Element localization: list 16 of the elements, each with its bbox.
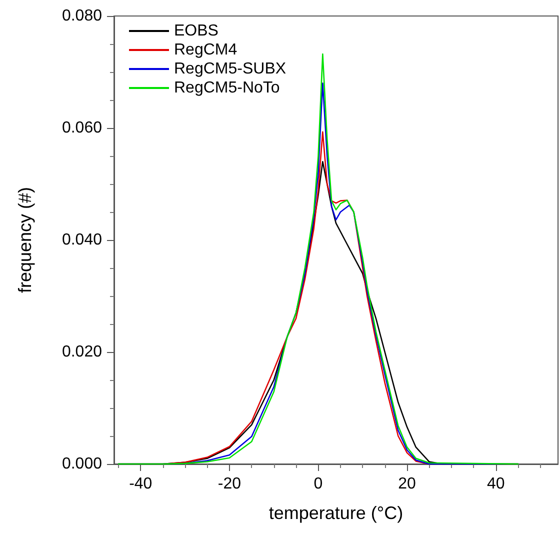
x-tick-label: 20 bbox=[398, 476, 416, 492]
x-tick-label: -20 bbox=[218, 476, 242, 492]
legend-label: RegCM5-SUBX bbox=[174, 60, 286, 78]
y-tick-label: 0.000 bbox=[62, 456, 102, 472]
y-tick-label: 0.080 bbox=[62, 8, 102, 24]
x-axis-title: temperature (°C) bbox=[268, 503, 404, 523]
legend-label: EOBS bbox=[174, 22, 218, 40]
x-tick-label: 40 bbox=[486, 476, 505, 492]
legend-label: RegCM5-NoTo bbox=[174, 80, 280, 96]
y-axis-title: frequency (#) bbox=[15, 186, 35, 294]
y-tick-label: 0.060 bbox=[62, 120, 102, 136]
y-tick-label: 0.040 bbox=[62, 232, 102, 248]
y-tick-label: 0.020 bbox=[62, 344, 102, 360]
x-tick-label: -40 bbox=[129, 476, 152, 492]
x-tick-label: 0 bbox=[314, 476, 323, 492]
legend-label: RegCM4 bbox=[174, 42, 238, 58]
